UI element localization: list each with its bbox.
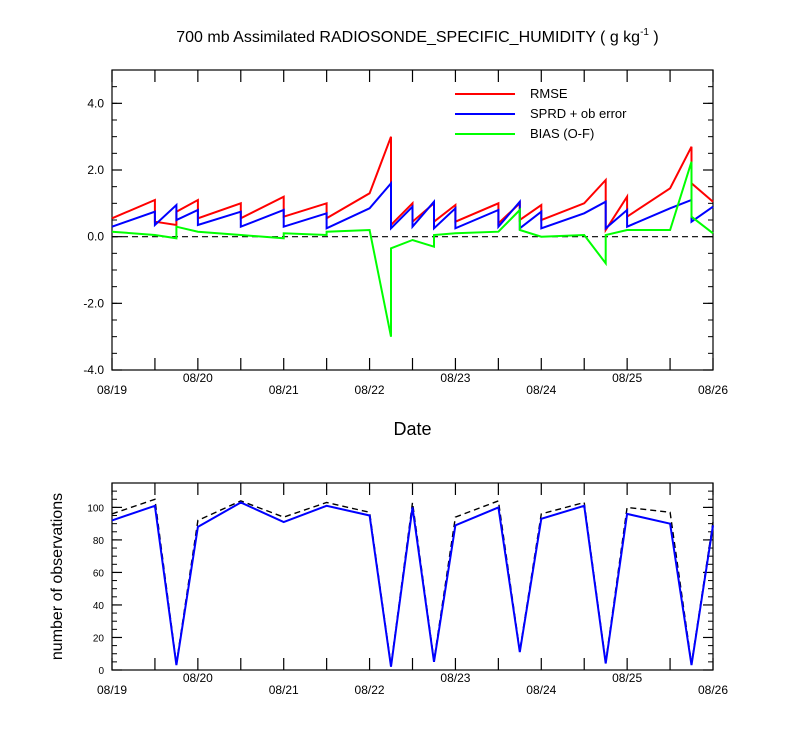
legend-label: SPRD + ob error xyxy=(530,106,627,121)
chart-title-end: ) xyxy=(649,29,659,46)
legend-label: RMSE xyxy=(530,86,568,101)
y-tick-label: 100 xyxy=(87,503,104,514)
series-line-bias-o-f- xyxy=(111,161,714,337)
x-tick-label: 08/22 xyxy=(355,383,385,397)
x-tick-label: 08/20 xyxy=(183,671,213,685)
y-axis-label: number of observations xyxy=(49,493,66,660)
y-tick-label: 0.0 xyxy=(87,230,104,244)
x-tick-label: 08/19 xyxy=(97,683,127,697)
y-tick-label: 4.0 xyxy=(87,96,104,110)
x-tick-label: 08/25 xyxy=(612,371,642,385)
x-tick-label: 08/25 xyxy=(612,671,642,685)
y-tick-label: 60 xyxy=(93,568,105,579)
x-tick-label: 08/21 xyxy=(269,683,299,697)
chart-title: 700 mb Assimilated RADIOSONDE_SPECIFIC_H… xyxy=(176,27,659,46)
y-tick-label: 0 xyxy=(98,666,104,677)
x-axis-label: Date xyxy=(393,419,431,439)
legend-label: BIAS (O-F) xyxy=(530,126,594,141)
chart-title-main: 700 mb Assimilated RADIOSONDE_SPECIFIC_H… xyxy=(176,29,640,46)
rmse-spread-bias-panel: 08/19 08/20 08/21 08/22 08/23 08/24 08/25 08/26… xyxy=(83,27,728,439)
y-tick-label: 40 xyxy=(93,601,105,612)
observation-count-panel: 08/19 08/20 08/21 08/22 08/23 08/24 08/25 08/26… xyxy=(49,482,728,697)
x-tick-label: 08/23 xyxy=(440,671,470,685)
x-tick-label: 08/26 xyxy=(698,383,728,397)
y-tick-label: 20 xyxy=(93,633,105,644)
y-tick-label: -4.0 xyxy=(83,363,104,377)
x-tick-label: 08/26 xyxy=(698,683,728,697)
x-tick-label: 08/24 xyxy=(526,683,556,697)
x-tick-label: 08/22 xyxy=(355,683,385,697)
x-tick-label: 08/21 xyxy=(269,383,299,397)
chart-title-exponent: -1 xyxy=(640,27,649,38)
x-tick-label: 08/24 xyxy=(526,383,556,397)
y-tick-label: 2.0 xyxy=(87,163,104,177)
series-line-sprd-ob-error xyxy=(111,180,714,231)
y-tick-label: 80 xyxy=(93,536,105,547)
series-line-observations-assimilated xyxy=(111,501,714,667)
x-tick-label: 08/20 xyxy=(183,371,213,385)
x-tick-label: 08/23 xyxy=(440,371,470,385)
y-tick-label: -2.0 xyxy=(83,296,104,310)
x-tick-label: 08/19 xyxy=(97,383,127,397)
